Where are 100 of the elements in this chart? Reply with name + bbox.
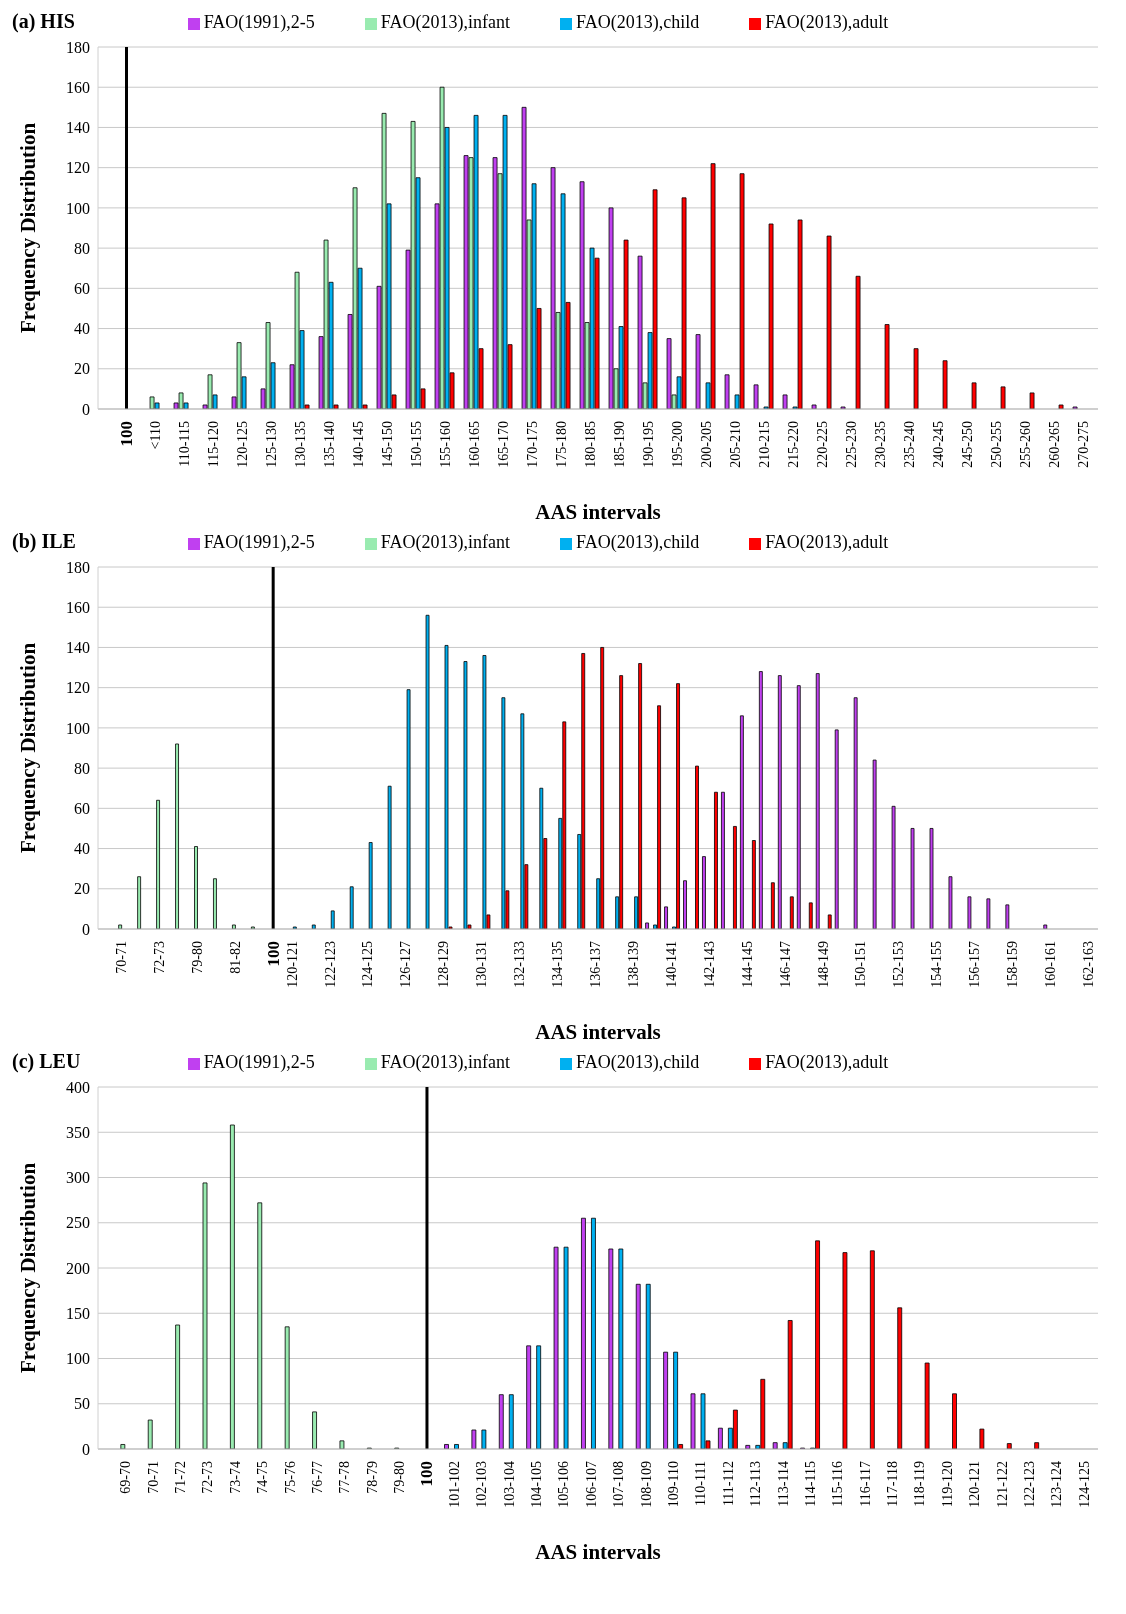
x-tick-label: 102-103 [474, 1461, 490, 1508]
x-tick-label: 115-116 [830, 1461, 846, 1507]
x-tick-label: 240-245 [931, 421, 946, 468]
legend-label: FAO(2013),child [576, 12, 700, 32]
x-tick-label: 105-106 [556, 1461, 572, 1508]
x-tick-label: <110 [148, 421, 163, 450]
x-tick-label: 132-133 [512, 941, 528, 988]
y-tick-label: 40 [74, 320, 90, 338]
x-tick-label: 120-121 [967, 1461, 983, 1508]
x-tick-label: 200-205 [699, 421, 714, 468]
x-tick-label: 78-79 [364, 1461, 380, 1494]
x-tick-label: 220-225 [815, 421, 830, 468]
y-tick-label: 100 [66, 719, 90, 737]
x-tick-label: 138-139 [625, 941, 641, 988]
x-tick-label: 270-275 [1076, 421, 1091, 468]
x-tick-label: 175-180 [554, 421, 569, 468]
x-axis-title: AAS intervals [535, 1540, 661, 1564]
x-tick-label: 103-104 [501, 1461, 517, 1508]
y-tick-label: 200 [66, 1259, 90, 1277]
y-axis-title: Frequency Distribution [16, 122, 41, 334]
x-tick-label: 74-75 [255, 1461, 271, 1494]
x-tick-label: 128-129 [436, 941, 452, 988]
x-tick-label: 106-107 [583, 1461, 599, 1508]
y-tick-label: 120 [66, 159, 90, 177]
x-tick-label: 230-235 [873, 421, 888, 468]
x-tick-label: 122-123 [322, 941, 338, 988]
legend-label: FAO(2013),infant [380, 532, 510, 552]
x-tick-label: 110-111 [693, 1461, 709, 1507]
x-tick-label: 210-215 [757, 421, 772, 468]
y-tick-label: 0 [82, 400, 90, 418]
y-tick-label: 400 [66, 1078, 90, 1096]
x-tick-label: 107-108 [611, 1461, 627, 1508]
y-tick-label: 180 [66, 38, 90, 56]
x-tick-label: 113-114 [775, 1461, 791, 1507]
legend-label: FAO(2013),child [576, 532, 700, 552]
x-tick-label: 79-80 [392, 1461, 408, 1494]
x-tick-label: 154-155 [929, 941, 945, 988]
x-tick-label: 190-195 [641, 421, 656, 468]
x-tick-label: 150-151 [853, 941, 869, 988]
x-tick-label: 160-161 [1043, 941, 1059, 988]
y-tick-label: 20 [74, 360, 90, 378]
x-tick-label: 135-140 [322, 421, 337, 468]
legend-label: FAO(1991),2-5 [203, 12, 315, 32]
x-tick-label: 148-149 [815, 941, 831, 988]
chart-title: (b) ILE [12, 530, 76, 553]
x-tick-label: 260-265 [1047, 421, 1062, 468]
y-tick-label: 250 [66, 1214, 90, 1232]
chart-title: (c) LEU [12, 1050, 81, 1073]
x-tick-label: 112-113 [748, 1461, 764, 1507]
x-tick-label: 123-124 [1049, 1461, 1065, 1508]
x-tick-label: 136-137 [588, 941, 604, 988]
x-axis-title: AAS intervals [535, 1020, 661, 1044]
legend-label: FAO(2013),adult [765, 12, 889, 32]
x-tick-label: 134-135 [550, 941, 566, 988]
x-tick-label: 130-131 [474, 941, 490, 988]
y-tick-label: 140 [66, 639, 90, 657]
x-tick-label: 70-71 [145, 1461, 161, 1494]
x-tick-label: 117-118 [885, 1461, 901, 1507]
x-tick-label: 255-260 [1018, 421, 1033, 468]
y-tick-label: 160 [66, 598, 90, 616]
x-tick-label: 165-170 [496, 421, 511, 468]
x-tick-label: 77-78 [337, 1461, 353, 1494]
x-tick-label: 69-70 [118, 1461, 134, 1494]
y-tick-label: 120 [66, 679, 90, 697]
legend-label: FAO(2013),child [576, 1052, 700, 1072]
x-tick-label: 118-119 [912, 1461, 928, 1507]
x-tick-label: 140-145 [351, 421, 366, 468]
y-tick-label: 140 [66, 119, 90, 137]
x-tick-label: 144-145 [739, 941, 755, 988]
x-tick-label: 116-117 [857, 1461, 873, 1507]
x-tick-label: 160-165 [467, 421, 482, 468]
x-tick-label: 70-71 [113, 941, 129, 974]
chart-title: (a) HIS [12, 10, 75, 33]
x-axis-title: AAS intervals [535, 500, 661, 524]
y-axis-title: Frequency Distribution [16, 642, 41, 854]
y-tick-label: 80 [74, 239, 90, 257]
x-tick-label: 146-147 [777, 941, 793, 988]
y-tick-label: 160 [66, 78, 90, 96]
y-tick-label: 60 [74, 280, 90, 298]
x-tick-label: 150-155 [409, 421, 424, 468]
legend-label: FAO(2013),adult [765, 532, 889, 552]
x-tick-label: 114-115 [802, 1461, 818, 1507]
y-tick-label: 40 [74, 840, 90, 858]
y-tick-label: 100 [66, 1350, 90, 1368]
x-tick-label: 250-255 [989, 421, 1004, 468]
x-tick-label: 152-153 [891, 941, 907, 988]
x-tick-label: 142-143 [701, 941, 717, 988]
x-tick-label: 110-115 [177, 421, 192, 467]
x-tick-label: 180-185 [583, 421, 598, 468]
x-tick-label: 235-240 [902, 421, 917, 468]
x-tick-label: 122-123 [1022, 1461, 1038, 1508]
x-tick-label: 109-110 [665, 1461, 681, 1508]
y-tick-label: 20 [74, 880, 90, 898]
y-tick-label: 50 [74, 1395, 90, 1413]
legend-label: FAO(2013),adult [765, 1052, 889, 1072]
x-tick-label: 155-160 [438, 421, 453, 468]
x-tick-label: 115-120 [206, 421, 221, 468]
x-tick-label: 100 [117, 421, 136, 447]
x-tick-label: 170-175 [525, 421, 540, 468]
x-tick-label: 195-200 [670, 421, 685, 468]
